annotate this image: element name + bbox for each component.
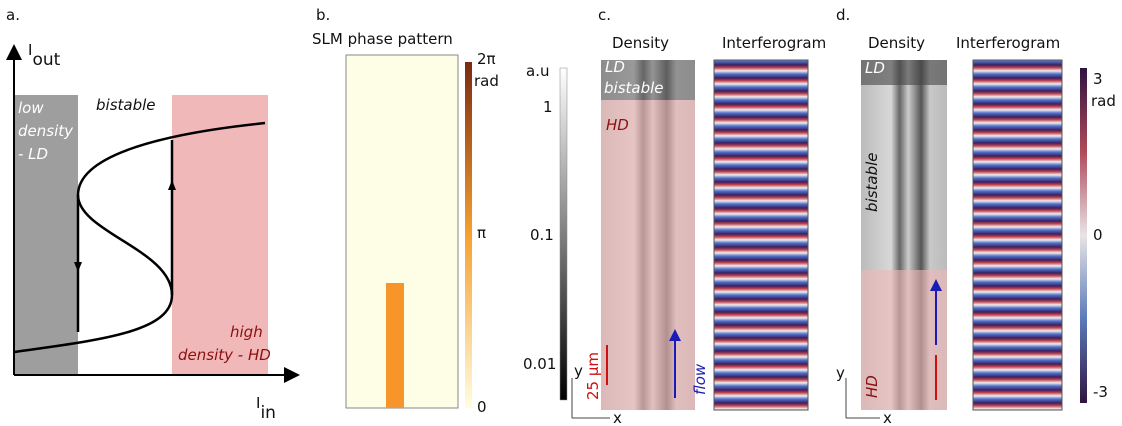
colorbar-label: 0 [1093,226,1103,244]
region-text: high [230,323,263,341]
slm-bar [386,283,404,408]
region-text: density - HD [178,346,271,364]
ld-region [601,60,695,100]
annotation: bistable [863,153,881,213]
hd-region [601,100,695,410]
colorbar-label: 2π [477,50,496,68]
panel-title: SLM phase pattern [312,30,453,48]
colorbar [1080,68,1087,403]
colorbar [465,62,472,408]
axis-label: y [836,364,845,382]
panel-title: Density [868,34,925,52]
colorbar-label: 0.1 [530,226,554,244]
arrow [74,262,82,272]
region-hd [172,95,268,375]
interferogram [972,59,1063,411]
colorbar-label: 0.01 [523,355,556,373]
panel-title: Interferogram [722,34,826,52]
axis-label: x [613,409,622,426]
interferogram [713,59,809,411]
panel-label: d. [836,6,850,24]
ld-region [861,60,947,85]
region-text: low [18,99,44,117]
region-text: bistable [96,96,156,114]
axis-label: y [574,362,583,380]
region-ld [14,95,78,375]
panel-b: b. SLM phase pattern 2π rad π 0 [312,6,499,416]
colorbar-label: rad [1091,92,1116,110]
panel-c: c. Density Interferogram a.u 1 0.1 0.01 … [523,6,826,426]
panel-title: Interferogram [956,34,1060,52]
panel-label: b. [316,6,330,24]
colorbar-label: 3 [1093,70,1103,88]
colorbar-label: -3 [1093,383,1108,401]
axis-label: x [883,409,892,426]
flow-label: flow [691,363,709,395]
panel-label: c. [598,6,611,24]
arrow [168,180,176,190]
colorbar-label: 0 [477,398,487,416]
panel-label: a. [6,6,20,24]
hd-region [861,270,947,410]
colorbar-label: a.u [526,62,549,80]
region-text: density [18,122,74,140]
colorbar [559,67,568,401]
annotation: LD [605,58,625,76]
axis-label: Iout [28,41,61,70]
region-text: - LD [18,145,48,163]
annotation: HD [606,116,629,134]
panel-a: a. Iout Iin low density - LD bistable hi… [6,6,300,423]
scale-label: 25 µm [584,352,602,400]
colorbar-label: rad [474,72,499,90]
colorbar-label: 1 [543,98,553,116]
axis-label: Iin [256,394,276,423]
annotation: LD [865,59,885,77]
panel-d: d. Density Interferogram LD bistable HD … [836,6,1116,426]
s-curve [13,121,266,354]
panel-title: Density [612,34,669,52]
annotation: bistable [604,79,664,97]
colorbar-label: π [477,224,486,242]
annotation: HD [863,375,881,398]
